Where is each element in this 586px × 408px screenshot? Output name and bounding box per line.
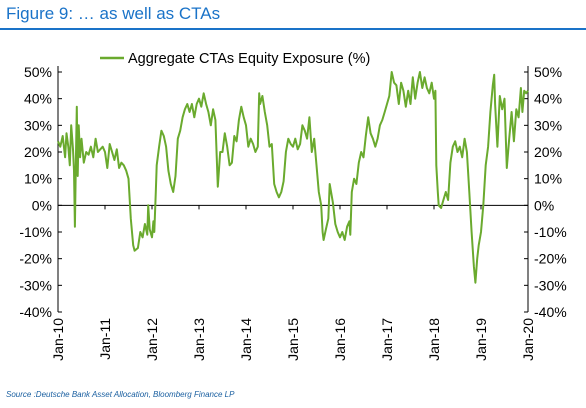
x-tick-label: Jan-12 (144, 318, 160, 361)
x-tick-label: Jan-10 (50, 318, 66, 361)
x-tick-label: Jan-18 (426, 318, 442, 361)
x-tick-label: Jan-11 (97, 318, 113, 360)
legend-entry: Aggregate CTAs Equity Exposure (%) (128, 51, 370, 67)
y-tick-label-right: -10% (534, 224, 567, 240)
y-tick-label-right: 0% (534, 197, 554, 213)
y-tick-label-right: -20% (534, 251, 567, 267)
y-tick-label-right: 20% (534, 144, 562, 160)
y-tick-label-right: 30% (534, 117, 562, 133)
title-divider (0, 28, 586, 30)
x-tick-label: Jan-15 (285, 318, 301, 361)
x-tick-label: Jan-13 (191, 318, 207, 361)
line-chart: Aggregate CTAs Equity Exposure (%) 50% 40… (19, 51, 567, 361)
y-tick-label-left: -30% (19, 277, 52, 293)
y-tick-label-right: -30% (534, 277, 567, 293)
y-axis-left-ticks: 50% 40% 30% 20% 10% 0% -10% -20% -30% -40% (19, 64, 62, 320)
x-tick-label: Jan-16 (332, 318, 348, 361)
y-tick-label-left: 50% (24, 64, 52, 80)
y-tick-label-right: -40% (534, 304, 567, 320)
y-tick-label-left: -20% (19, 251, 52, 267)
source-note: Source :Deutsche Bank Asset Allocation, … (6, 390, 235, 399)
chart-area: Aggregate CTAs Equity Exposure (%) 50% 40… (0, 30, 586, 382)
figure-title: Figure 9: … as well as CTAs (6, 4, 221, 23)
y-tick-label-right: 50% (534, 64, 562, 80)
x-tick-label: Jan-20 (520, 318, 536, 361)
y-tick-label-left: -10% (19, 224, 52, 240)
y-axis-right-ticks: 50% 40% 30% 20% 10% 0% -10% -20% -30% -40% (524, 64, 567, 320)
y-tick-label-left: 30% (24, 117, 52, 133)
x-tick-label: Jan-19 (473, 318, 489, 361)
series-layer (57, 71, 529, 284)
y-tick-label-left: 10% (24, 171, 52, 187)
x-tick-label: Jan-17 (379, 318, 395, 361)
y-tick-label-left: 40% (24, 91, 52, 107)
y-tick-label-right: 10% (534, 171, 562, 187)
x-axis-ticks: Jan-10 Jan-11 Jan-12 Jan-13 Jan-14 Jan-15 Jan-… (50, 205, 536, 361)
y-tick-label-left: 0% (32, 197, 52, 213)
series-line-0 (57, 71, 529, 284)
y-tick-label-left: -40% (19, 304, 52, 320)
chart-legend: Aggregate CTAs Equity Exposure (%) (100, 51, 370, 67)
x-tick-label: Jan-14 (238, 318, 254, 361)
y-tick-label-left: 20% (24, 144, 52, 160)
y-tick-label-right: 40% (534, 91, 562, 107)
